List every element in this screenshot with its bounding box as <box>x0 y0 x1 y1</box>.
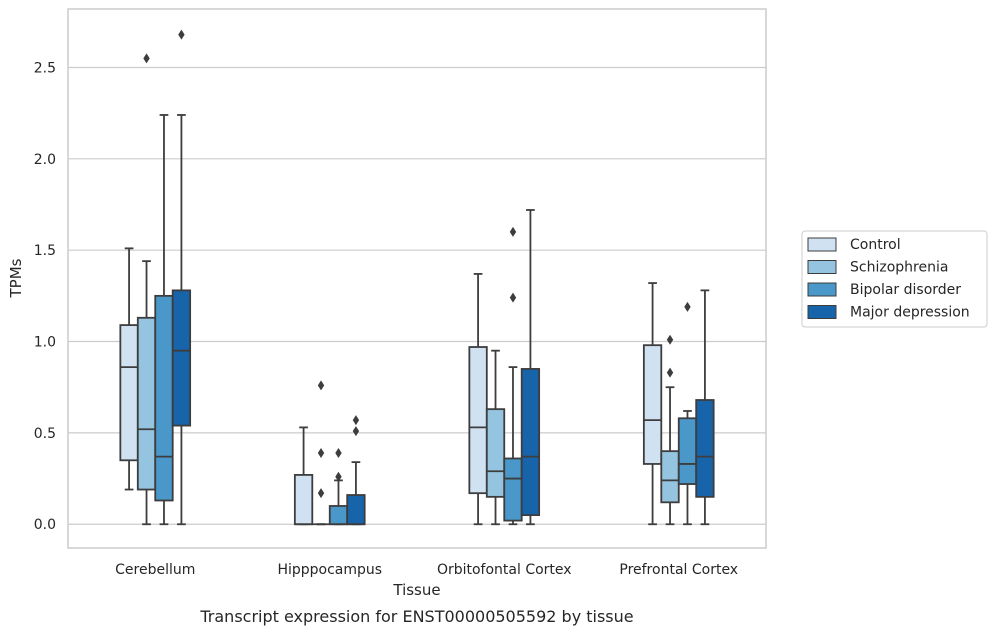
legend-swatch <box>807 305 837 319</box>
y-axis-title: TPMs <box>7 258 25 298</box>
legend-swatch <box>807 282 837 297</box>
box-plot-item <box>660 334 680 526</box>
legend: Control Schizophrenia Bipolar disorder Majo… <box>801 230 988 328</box>
boxes <box>119 29 715 526</box>
outlier-point <box>666 367 674 378</box>
outlier-point <box>143 53 150 64</box>
box-plot-item <box>119 247 139 491</box>
box <box>136 316 157 491</box>
outlier-point <box>509 292 517 303</box>
box-plot-item <box>695 289 715 526</box>
box-plot-item <box>520 209 541 526</box>
box <box>520 368 541 517</box>
box <box>677 417 698 485</box>
box <box>695 399 715 498</box>
box <box>154 294 174 502</box>
y-tick-label: 0.0 <box>34 517 56 533</box>
legend-label: Control <box>850 237 901 253</box>
y-tick-labels: 0.0 0.5 1.0 1.5 2.0 2.5 <box>34 60 56 533</box>
x-tick-label: Hipppocampus <box>277 562 382 578</box>
outlier-point <box>352 415 360 426</box>
x-tick-labels: Cerebellum Hipppocampus Orbitofontal Corte… <box>115 562 738 578</box>
outlier-point <box>684 301 691 312</box>
box-plot-item <box>468 273 488 526</box>
box <box>119 324 139 462</box>
box <box>293 474 314 526</box>
plot-frame <box>67 8 767 549</box>
outlier-point <box>352 426 360 437</box>
legend-swatch <box>807 237 837 252</box>
chart-caption: Transcript expression for ENST0000050559… <box>199 607 633 626</box>
box-plot-item <box>312 380 330 526</box>
outlier-point <box>317 380 325 391</box>
legend-label: Bipolar disorder <box>850 282 961 298</box>
box-plot-item <box>154 114 174 526</box>
box-plot-item <box>503 226 523 526</box>
outlier-point <box>335 471 342 482</box>
box <box>468 346 488 495</box>
legend-label: Major depression <box>850 305 970 321</box>
x-axis-title: Tissue <box>392 581 440 599</box>
y-tick-label: 2.5 <box>34 60 56 76</box>
outlier-point <box>509 226 517 237</box>
box <box>642 344 663 465</box>
outlier-point <box>178 29 185 40</box>
box-plot-item <box>677 301 698 526</box>
box <box>485 408 506 498</box>
y-tick-label: 1.5 <box>34 243 56 259</box>
box-plot-item <box>171 29 192 526</box>
outlier-point <box>317 447 325 458</box>
legend-label: Schizophrenia <box>850 260 948 276</box>
outlier-point <box>666 334 674 345</box>
box-plot-item <box>293 426 314 526</box>
box <box>171 289 192 427</box>
x-tick-label: Prefrontal Cortex <box>619 562 738 578</box>
y-tick-label: 1.0 <box>34 335 56 351</box>
box <box>660 450 680 504</box>
y-tick-label: 2.0 <box>34 152 56 168</box>
y-tick-label: 0.5 <box>34 426 56 442</box>
legend-items: Control Schizophrenia Bipolar disorder Majo… <box>807 237 970 321</box>
box <box>328 505 349 526</box>
box-plot-item <box>328 447 349 526</box>
x-tick-label: Cerebellum <box>115 562 195 578</box>
box-plot-item <box>346 415 366 526</box>
box <box>503 457 523 522</box>
x-tick-label: Orbitofontal Cortex <box>437 562 572 578</box>
outlier-point <box>335 447 342 458</box>
legend-swatch <box>807 260 837 274</box>
box <box>346 494 366 526</box>
box-plot-item <box>642 282 663 526</box>
box-plot-item <box>485 349 506 526</box>
legend-frame <box>801 230 988 328</box>
outlier-point <box>317 488 325 499</box>
